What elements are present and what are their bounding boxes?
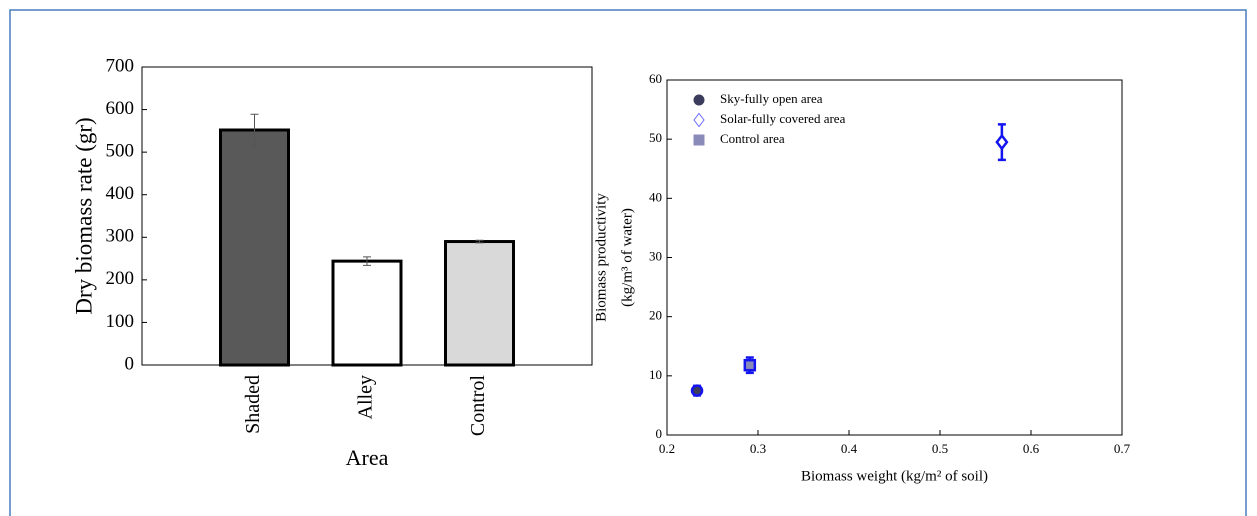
point [995,133,1009,151]
x-axis-label: Biomass weight (kg/m² of soil) [801,468,988,484]
x-tick-label: 0.7 [1114,441,1131,456]
x-tick-label: Shaded [242,375,264,434]
x-tick-label: 0.4 [841,441,858,456]
x-tick-label: 0.6 [1023,441,1040,456]
y-tick-label: 200 [106,268,135,289]
y-axis-label: (kg/m³ of water) [619,208,635,307]
y-tick-label: 0 [656,426,663,441]
legend-label: Sky-fully open area [720,91,823,106]
legend-label: Control area [720,131,785,146]
error-bar [250,113,259,147]
x-axis-label: Area [346,445,389,470]
legend-marker [693,112,705,128]
y-axis-label: Dry biomass rate (gr) [71,117,96,314]
bar [444,240,515,367]
x-tick-label: Alley [355,375,377,419]
error-bar [363,256,371,266]
x-tick-label: 0.3 [750,441,766,456]
y-tick-label: 700 [106,55,135,76]
y-axis-label: Biomass productivity [593,193,609,322]
x-tick-label: Control [467,375,489,437]
y-tick-label: 500 [106,141,135,162]
bar [219,128,290,367]
point [690,384,704,397]
y-tick-label: 20 [649,308,662,323]
y-tick-label: 30 [649,248,662,263]
y-tick-label: 300 [106,226,135,247]
frame [9,9,1247,516]
bar [331,259,403,367]
y-tick-label: 400 [106,183,135,204]
y-tick-label: 0 [125,353,135,374]
error-bar [475,239,484,244]
x-tick-label: 0.2 [659,441,675,456]
y-tick-label: 50 [649,130,662,145]
legend-marker [693,94,705,106]
legend-marker [693,134,705,146]
y-tick-label: 40 [649,189,662,204]
legend-label: Solar-fully covered area [720,111,846,126]
y-tick-label: 600 [106,98,135,119]
y-tick-label: 10 [649,367,662,382]
y-tick-label: 100 [106,311,135,332]
x-tick-label: 0.5 [932,441,948,456]
point [743,358,757,372]
y-tick-label: 60 [649,71,662,86]
